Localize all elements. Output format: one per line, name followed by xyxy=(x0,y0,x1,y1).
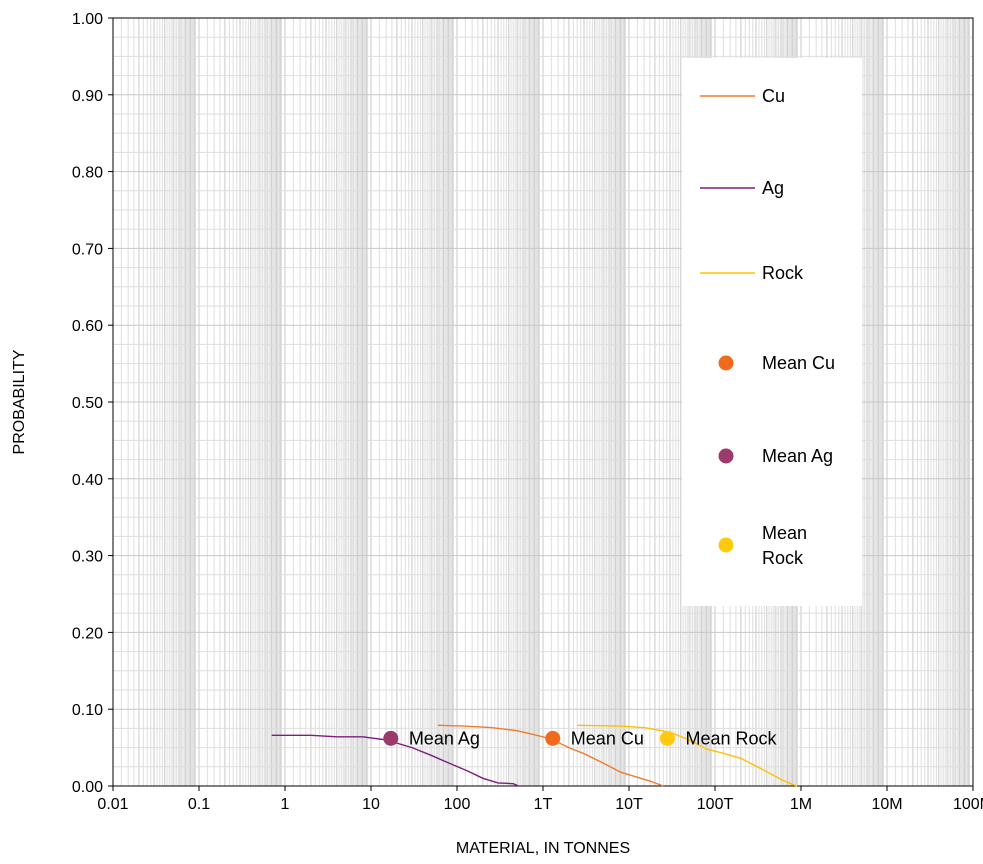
x-tick-label: 0.01 xyxy=(97,796,128,813)
x-axis-ticks: 0.01 0.1 1 10 100 1T 10T 100T 1M 10M 100M xyxy=(97,786,983,813)
series-line-ag xyxy=(271,734,519,787)
legend-label: Cu xyxy=(762,86,785,106)
y-tick-label: 0.60 xyxy=(72,318,103,335)
x-axis-title: MATERIAL, IN TONNES xyxy=(456,840,630,857)
x-tick-label: 100M xyxy=(953,796,983,813)
x-tick-label: 100T xyxy=(697,796,734,813)
y-tick-label: 0.30 xyxy=(72,549,103,566)
x-tick-label: 1T xyxy=(534,796,553,813)
legend-label: Mean Ag xyxy=(762,446,833,466)
legend-label: Ag xyxy=(762,178,784,198)
y-tick-label: 0.20 xyxy=(72,625,103,642)
legend-label: Rock xyxy=(762,263,804,283)
y-tick-label: 0.80 xyxy=(72,165,103,182)
mean-marker-mean-rock xyxy=(659,730,675,746)
legend-marker-swatch xyxy=(718,355,734,371)
series-line-cu xyxy=(437,724,664,787)
y-tick-label: 0.90 xyxy=(72,88,103,105)
x-tick-label: 1 xyxy=(281,796,290,813)
legend: Cu Ag Rock Mean Cu Mean Ag Mean Rock xyxy=(682,58,862,606)
y-tick-label: 0.00 xyxy=(72,779,103,796)
mean-markers: Mean Cu Mean Ag Mean Rock xyxy=(383,728,777,748)
legend-label: Mean Rock xyxy=(762,523,807,568)
y-axis-ticks: 0.00 0.10 0.20 0.30 0.40 0.50 0.60 0.70 0.80 0.90… xyxy=(72,11,113,796)
mean-marker-mean-cu xyxy=(545,730,561,746)
mean-annotation-label: Mean Rock xyxy=(685,728,777,748)
series-layer xyxy=(271,724,798,787)
y-tick-label: 0.70 xyxy=(72,241,103,258)
x-tick-label: 0.1 xyxy=(188,796,210,813)
y-tick-label: 0.10 xyxy=(72,702,103,719)
x-tick-label: 10M xyxy=(871,796,902,813)
series-line-rock xyxy=(577,724,798,787)
x-tick-label: 1M xyxy=(790,796,812,813)
y-tick-label: 0.50 xyxy=(72,395,103,412)
x-tick-label: 10 xyxy=(362,796,380,813)
legend-marker-swatch xyxy=(718,448,734,464)
x-tick-label: 100 xyxy=(444,796,471,813)
y-axis-title: PROBABILITY xyxy=(11,349,28,454)
y-tick-label: 0.40 xyxy=(72,472,103,489)
y-tick-label: 1.00 xyxy=(72,11,103,28)
mean-marker-mean-ag xyxy=(383,730,399,746)
x-tick-label: 10T xyxy=(615,796,643,813)
mean-annotation-label: Mean Cu xyxy=(571,728,644,748)
legend-box xyxy=(682,58,862,606)
legend-label: Mean Cu xyxy=(762,353,835,373)
legend-marker-swatch xyxy=(718,537,734,553)
mean-annotation-label: Mean Ag xyxy=(409,728,480,748)
